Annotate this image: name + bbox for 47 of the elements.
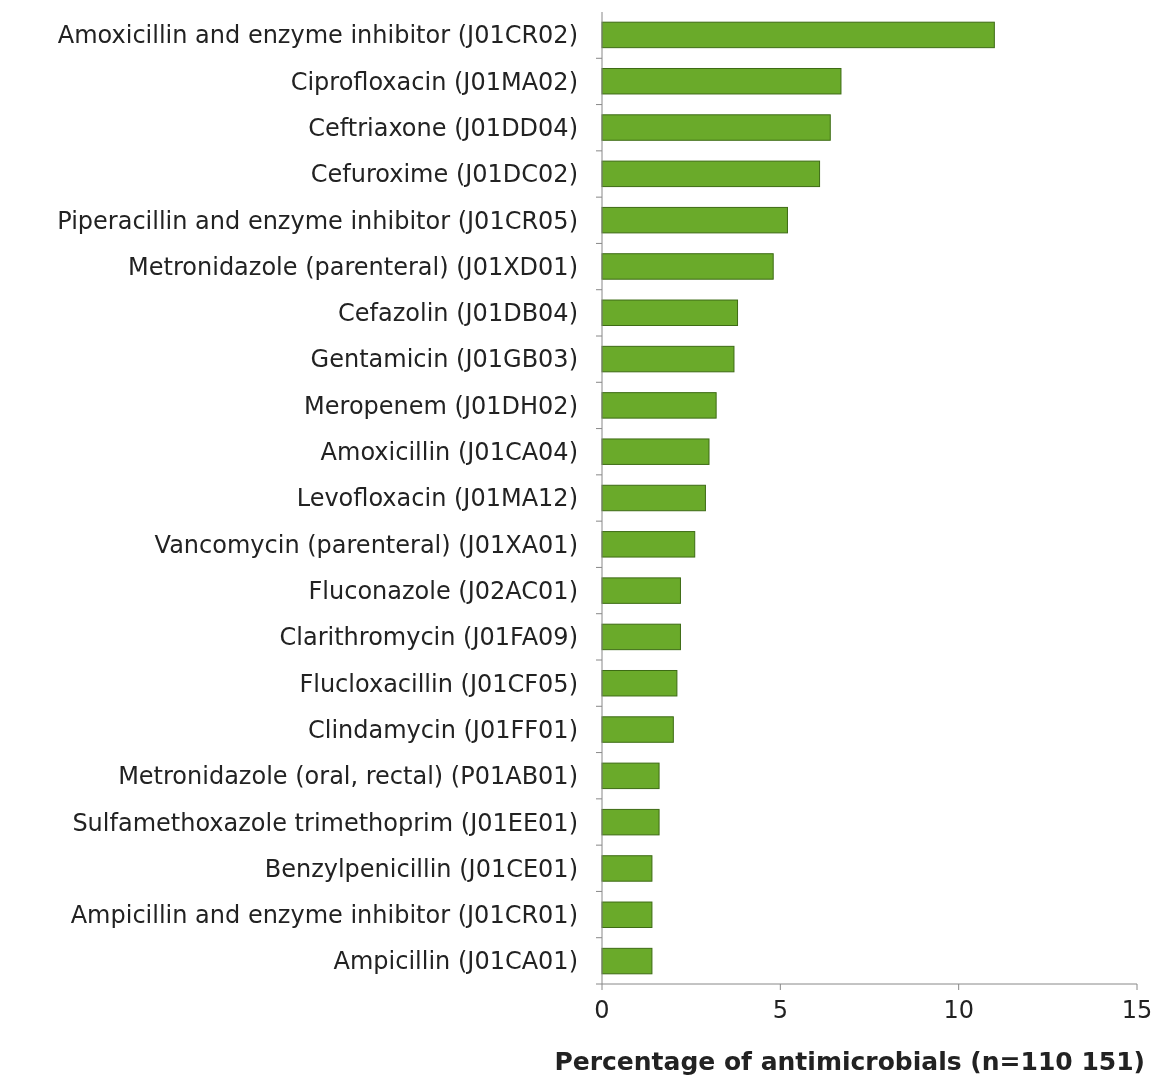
y-tick-label: Levofloxacin (J01MA12) [296,484,578,513]
y-tick-label: Cefazolin (J01DB04) [338,299,578,328]
bar [601,345,735,373]
bar [601,114,831,141]
x-tick-label: 5 [772,996,788,1024]
y-tick-label: Metronidazole (parenteral) (J01XD01) [128,252,578,281]
bar [601,484,706,512]
bar [601,947,653,975]
y-tick-label: Ampicillin (J01CA01) [333,947,578,976]
x-axis-title: Percentage of antimicrobials (n=110 151) [554,1047,1145,1076]
y-tick-label: Benzylpenicillin (J01CE01) [264,854,578,883]
y-tick-label: Sulfamethoxazole trimethoprim (J01EE01) [72,808,578,837]
y-tick-label: Amoxicillin (J01CA04) [320,438,578,467]
x-tick-label: 15 [1121,996,1153,1024]
bar [601,21,995,49]
bar [601,68,842,95]
y-tick-label: Gentamicin (J01GB03) [310,345,578,374]
bar [601,438,710,465]
bar [601,855,653,882]
y-tick-label: Amoxicillin and enzyme inhibitor (J01CR02) [57,21,578,50]
y-tick-label: Ceftriaxone (J01DD04) [308,113,578,142]
y-tick-label: Ciprofloxacin (J01MA02) [290,67,578,96]
bar [601,670,678,697]
bar [601,716,674,743]
bar [601,299,739,326]
bar [601,901,653,928]
y-tick-label: Ampicillin and enzyme inhibitor (J01CR01) [70,901,578,930]
bar [601,808,660,836]
bar [601,206,788,234]
y-tick-label: Clindamycin (J01FF01) [307,715,578,744]
y-tick-label: Clarithromycin (J01FA09) [279,623,578,652]
y-tick-label: Vancomycin (parenteral) (J01XA01) [154,530,578,559]
y-tick-label: Meropenem (J01DH02) [304,391,578,420]
bar [601,762,660,790]
bar [601,531,696,558]
bar [601,623,681,651]
x-tick-label: 0 [594,996,610,1024]
y-tick-label: Metronidazole (oral, rectal) (P01AB01) [118,762,578,791]
y-tick-label: Cefuroxime (J01DC02) [310,160,578,189]
y-tick-label: Piperacillin and enzyme inhibitor (J01CR05) [57,206,578,235]
bar [601,577,681,604]
y-tick-label: Flucloxacillin (J01CF05) [299,669,578,698]
x-tick-label: 10 [943,996,974,1024]
bar [601,160,821,188]
bar [601,253,774,280]
bar [601,392,717,419]
y-tick-label: Fluconazole (J02AC01) [308,577,578,606]
